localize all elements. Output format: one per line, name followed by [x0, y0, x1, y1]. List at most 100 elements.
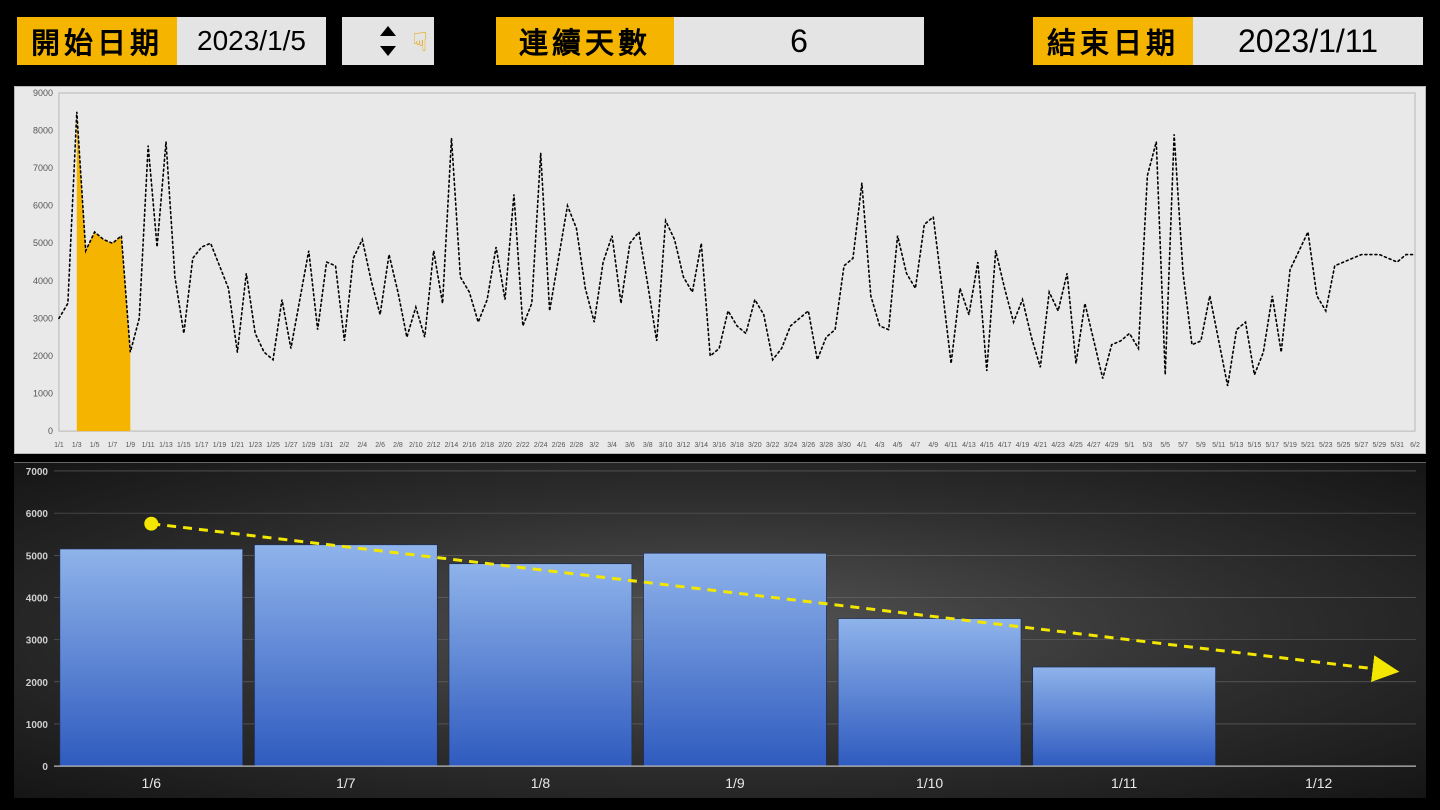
y-tick-label: 1000 [26, 720, 49, 731]
detail-bar[interactable] [644, 553, 827, 766]
x-tick-label: 3/4 [607, 442, 617, 449]
x-tick-label: 3/28 [819, 442, 833, 449]
x-tick-label: 1/9 [725, 775, 745, 791]
x-tick-label: 2/22 [516, 442, 530, 449]
detail-bar[interactable] [254, 545, 437, 766]
x-tick-label: 1/10 [916, 775, 943, 791]
x-tick-label: 1/21 [231, 442, 245, 449]
x-tick-label: 2/8 [393, 442, 403, 449]
x-tick-label: 2/20 [498, 442, 512, 449]
x-tick-label: 1/9 [125, 442, 135, 449]
y-tick-label: 6000 [26, 509, 49, 520]
start-date-label: 開始日期 [17, 17, 177, 65]
x-tick-label: 2/16 [463, 442, 477, 449]
x-tick-label: 4/11 [945, 442, 958, 449]
x-tick-label: 3/18 [730, 442, 744, 449]
detail-bar[interactable] [60, 549, 243, 766]
x-tick-label: 4/29 [1105, 442, 1119, 449]
overview-line-chart[interactable]: 01000200030004000500060007000800090001/1… [14, 86, 1426, 454]
detail-bar[interactable] [1033, 667, 1216, 766]
y-tick-label: 0 [48, 426, 53, 436]
y-tick-label: 3000 [26, 636, 49, 647]
x-tick-label: 1/27 [284, 442, 298, 449]
x-tick-label: 1/12 [1305, 775, 1332, 791]
y-tick-label: 4000 [33, 276, 53, 286]
x-tick-label: 1/23 [248, 442, 262, 449]
x-tick-label: 3/10 [659, 442, 673, 449]
detail-bar[interactable] [449, 564, 632, 766]
end-date-group: 結束日期 2023/1/11 [1030, 14, 1426, 68]
x-tick-label: 2/18 [480, 442, 494, 449]
x-tick-label: 2/2 [340, 442, 350, 449]
x-tick-label: 5/9 [1196, 442, 1206, 449]
x-tick-label: 1/25 [266, 442, 280, 449]
x-tick-label: 4/25 [1069, 442, 1083, 449]
x-tick-label: 3/2 [589, 442, 599, 449]
x-tick-label: 5/1 [1125, 442, 1135, 449]
y-tick-label: 4000 [26, 593, 49, 604]
spinner-down-icon[interactable] [380, 46, 396, 56]
x-tick-label: 5/19 [1283, 442, 1297, 449]
x-tick-label: 3/22 [766, 442, 780, 449]
end-date-value: 2023/1/11 [1193, 17, 1423, 65]
x-tick-label: 4/5 [893, 442, 903, 449]
y-tick-label: 8000 [33, 126, 53, 136]
x-tick-label: 6/2 [1410, 442, 1420, 449]
x-tick-label: 3/24 [784, 442, 798, 449]
x-tick-label: 1/11 [142, 442, 155, 449]
x-tick-label: 4/15 [980, 442, 994, 449]
x-tick-label: 1/6 [142, 775, 162, 791]
detail-bar-chart[interactable]: 010002000300040005000600070001/61/71/81/… [14, 462, 1426, 798]
days-value[interactable]: 6 [674, 17, 924, 65]
y-tick-label: 2000 [26, 678, 49, 689]
x-tick-label: 3/20 [748, 442, 762, 449]
control-bar: 開始日期 2023/1/5 ☟ 連續天數 6 結束日期 2023/1/11 [14, 14, 1426, 68]
y-tick-label: 2000 [33, 351, 53, 361]
x-tick-label: 1/31 [320, 442, 334, 449]
x-tick-label: 4/23 [1051, 442, 1065, 449]
x-tick-label: 5/23 [1319, 442, 1333, 449]
overview-series [59, 112, 1415, 386]
x-tick-label: 1/15 [177, 442, 191, 449]
x-tick-label: 1/29 [302, 442, 316, 449]
x-tick-label: 1/1 [54, 442, 64, 449]
y-tick-label: 7000 [33, 163, 53, 173]
x-tick-label: 3/6 [625, 442, 635, 449]
x-tick-label: 1/19 [213, 442, 227, 449]
x-tick-label: 5/29 [1373, 442, 1387, 449]
y-tick-label: 1000 [33, 389, 53, 399]
x-tick-label: 2/6 [375, 442, 385, 449]
x-tick-label: 2/24 [534, 442, 548, 449]
date-spinner[interactable]: ☟ [339, 14, 437, 68]
x-tick-label: 2/4 [357, 442, 367, 449]
start-date-value[interactable]: 2023/1/5 [177, 17, 326, 65]
days-label: 連續天數 [496, 17, 674, 65]
x-tick-label: 5/5 [1160, 442, 1170, 449]
x-tick-label: 3/16 [712, 442, 726, 449]
y-tick-label: 3000 [33, 313, 53, 323]
x-tick-label: 2/14 [445, 442, 459, 449]
x-tick-label: 2/10 [409, 442, 423, 449]
x-tick-label: 2/28 [570, 442, 584, 449]
end-date-label: 結束日期 [1033, 17, 1193, 65]
x-tick-label: 1/13 [159, 442, 173, 449]
x-tick-label: 5/11 [1212, 442, 1225, 449]
x-tick-label: 1/3 [72, 442, 82, 449]
x-tick-label: 1/17 [195, 442, 209, 449]
x-tick-label: 5/7 [1178, 442, 1188, 449]
y-tick-label: 9000 [33, 88, 53, 98]
y-tick-label: 5000 [26, 551, 49, 562]
detail-bar[interactable] [838, 619, 1021, 767]
days-group: 連續天數 6 [493, 14, 927, 68]
x-tick-label: 1/7 [336, 775, 356, 791]
x-tick-label: 5/25 [1337, 442, 1351, 449]
x-tick-label: 4/1 [857, 442, 867, 449]
spinner-up-icon[interactable] [380, 26, 396, 36]
x-tick-label: 2/12 [427, 442, 441, 449]
x-tick-label: 5/3 [1143, 442, 1153, 449]
x-tick-label: 3/12 [677, 442, 691, 449]
x-tick-label: 4/17 [998, 442, 1012, 449]
x-tick-label: 1/5 [90, 442, 100, 449]
x-tick-label: 2/26 [552, 442, 566, 449]
x-tick-label: 4/27 [1087, 442, 1101, 449]
